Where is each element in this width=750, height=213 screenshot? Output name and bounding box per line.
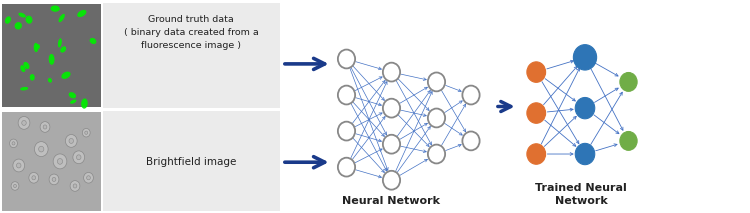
Circle shape <box>57 158 62 164</box>
Circle shape <box>338 50 356 68</box>
Circle shape <box>462 86 480 104</box>
Circle shape <box>462 131 480 150</box>
Circle shape <box>620 72 638 91</box>
Circle shape <box>338 158 356 177</box>
FancyBboxPatch shape <box>2 112 101 210</box>
Circle shape <box>18 117 30 129</box>
Circle shape <box>52 177 56 181</box>
Circle shape <box>43 125 46 129</box>
Circle shape <box>526 144 545 164</box>
Circle shape <box>84 173 93 183</box>
Circle shape <box>28 173 39 183</box>
Circle shape <box>53 154 67 169</box>
Ellipse shape <box>20 87 28 91</box>
Circle shape <box>427 109 445 127</box>
Circle shape <box>338 122 356 141</box>
Circle shape <box>85 131 88 134</box>
Circle shape <box>427 72 445 91</box>
Circle shape <box>70 181 80 191</box>
Ellipse shape <box>20 65 26 72</box>
Circle shape <box>338 86 356 104</box>
Circle shape <box>40 122 50 132</box>
Circle shape <box>11 182 19 190</box>
Ellipse shape <box>70 99 76 104</box>
Text: Ground truth data
( binary data created from a
fluorescence image ): Ground truth data ( binary data created … <box>124 15 259 50</box>
Circle shape <box>82 128 90 137</box>
Ellipse shape <box>77 10 86 17</box>
Ellipse shape <box>81 98 88 109</box>
Text: Trained Neural
Network: Trained Neural Network <box>536 183 627 206</box>
Ellipse shape <box>35 44 40 49</box>
Circle shape <box>39 146 44 152</box>
Circle shape <box>13 159 25 172</box>
Circle shape <box>32 176 36 180</box>
Ellipse shape <box>34 43 38 52</box>
Ellipse shape <box>30 74 34 81</box>
Ellipse shape <box>58 14 64 22</box>
Circle shape <box>575 98 595 119</box>
Ellipse shape <box>19 13 26 17</box>
Circle shape <box>620 131 638 150</box>
Circle shape <box>382 135 400 154</box>
FancyBboxPatch shape <box>104 111 280 211</box>
FancyBboxPatch shape <box>104 3 280 108</box>
Circle shape <box>50 174 58 185</box>
Circle shape <box>12 142 15 145</box>
Ellipse shape <box>26 16 32 24</box>
Ellipse shape <box>23 62 29 69</box>
Ellipse shape <box>48 78 52 83</box>
Circle shape <box>575 143 595 165</box>
Ellipse shape <box>89 38 97 44</box>
Ellipse shape <box>50 6 60 12</box>
Ellipse shape <box>69 92 76 98</box>
Ellipse shape <box>58 38 62 47</box>
Circle shape <box>382 99 400 118</box>
Ellipse shape <box>49 54 55 65</box>
Text: Brightfield image: Brightfield image <box>146 157 236 167</box>
Circle shape <box>34 142 48 157</box>
Circle shape <box>22 120 26 125</box>
Circle shape <box>13 184 16 188</box>
Circle shape <box>10 139 17 148</box>
Circle shape <box>382 63 400 82</box>
Circle shape <box>65 135 77 147</box>
Circle shape <box>69 138 74 143</box>
Circle shape <box>526 103 545 123</box>
Circle shape <box>74 184 76 188</box>
Circle shape <box>382 171 400 190</box>
Circle shape <box>427 145 445 163</box>
Circle shape <box>16 163 21 168</box>
Circle shape <box>86 176 90 180</box>
Circle shape <box>73 151 85 164</box>
Ellipse shape <box>62 72 70 79</box>
Text: Neural Network: Neural Network <box>343 196 440 206</box>
Ellipse shape <box>14 22 22 30</box>
Ellipse shape <box>60 46 66 53</box>
FancyBboxPatch shape <box>2 4 101 107</box>
Circle shape <box>76 155 81 160</box>
Ellipse shape <box>5 16 11 24</box>
Circle shape <box>573 45 597 70</box>
Circle shape <box>526 62 545 82</box>
